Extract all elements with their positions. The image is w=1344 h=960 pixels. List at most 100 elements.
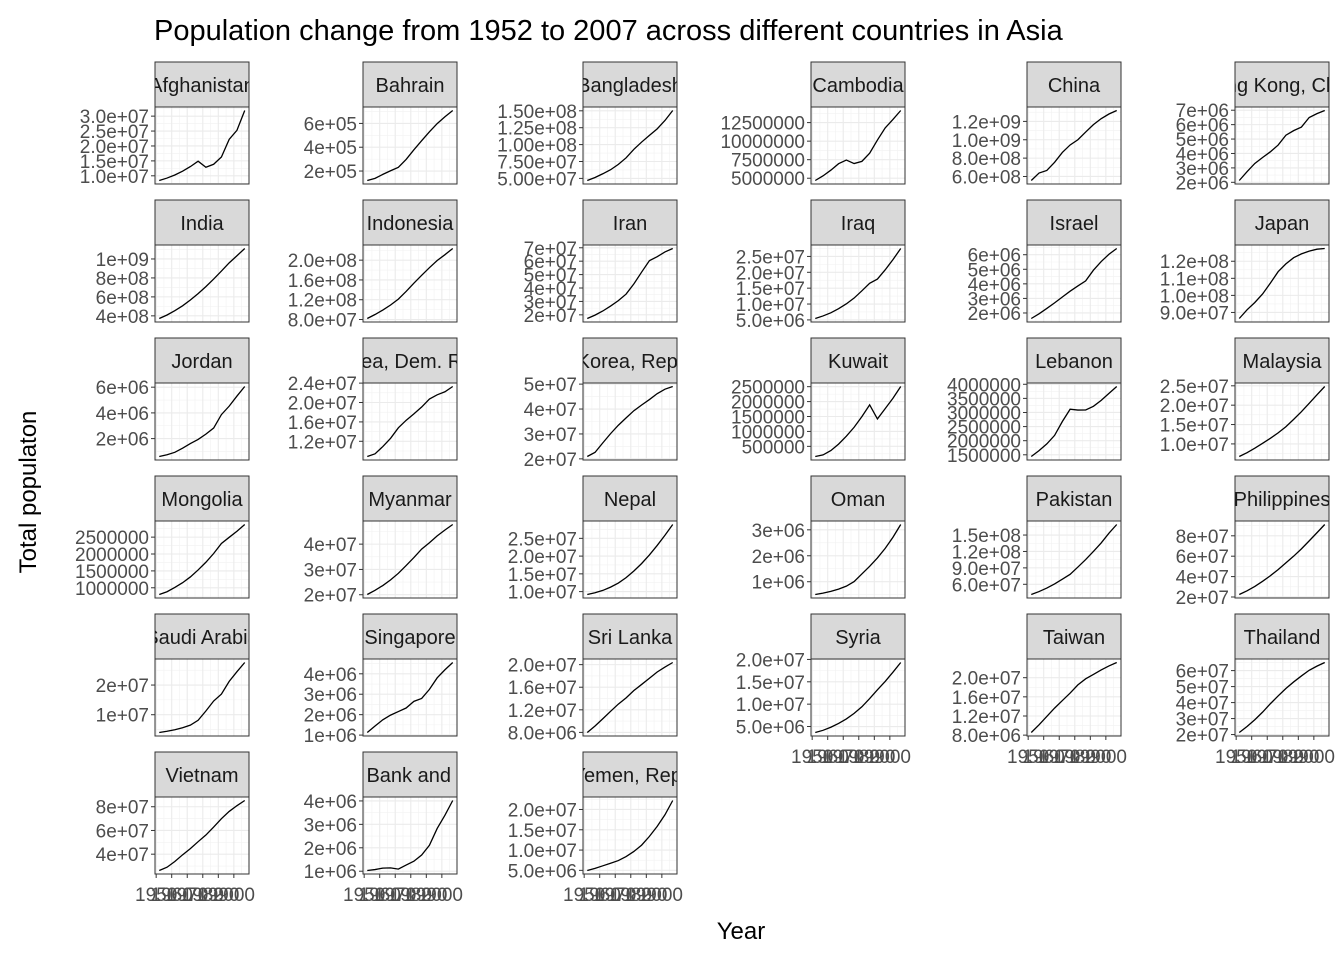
facet-label-mongolia: Mongolia (161, 489, 243, 511)
y-tick-label: 5.00e+07 (497, 169, 577, 190)
facet-strip (810, 199, 906, 246)
y-tick-label: 2e+07 (1176, 726, 1229, 747)
y-tick-label: 2000000 (731, 393, 805, 414)
facet-label-philippines: Philippines (1234, 489, 1331, 511)
x-tick-label: 1950 (1007, 747, 1049, 768)
panel-border (582, 658, 678, 737)
x-tick-label: 1960 (151, 885, 193, 906)
facet-strip (582, 61, 678, 108)
y-tick-label: 1.0e+07 (508, 841, 577, 862)
plot-area (363, 521, 457, 598)
y-tick-label: 1000000 (731, 422, 805, 443)
x-tick-label: 1950 (1215, 747, 1257, 768)
y-tick-label: 7.50e+07 (497, 152, 577, 173)
facet-syria: Syria 5.0e+061.0e+071.5e+072.0e+07 1950196… (736, 613, 911, 768)
y-tick-label: 2.0e+07 (952, 669, 1021, 690)
y-tick-label: 4e+07 (1176, 694, 1229, 715)
y-tick-label: 4e+06 (96, 404, 149, 425)
y-tick-label: 2500000 (75, 528, 149, 549)
y-tick-label: 6e+06 (1176, 116, 1229, 137)
x-tick-label: 1990 (1069, 747, 1111, 768)
x-axis-title: Year (717, 918, 766, 945)
facet-label-sri-lanka: Sri Lanka (588, 627, 673, 649)
series-line-philippines (1238, 524, 1326, 596)
facet-label-indonesia: Indonesia (367, 213, 455, 235)
x-tick-label: 1970 (594, 885, 636, 906)
facet-strip (810, 475, 906, 522)
facet-korea-rep: Korea, Rep. 2e+07 3e+07 4e+07 5e+07 (524, 337, 678, 471)
series-line-kuwait (815, 386, 902, 458)
y-tick-label: 8.0e+08 (952, 149, 1021, 170)
y-tick-label: 2.0e+07 (1160, 396, 1229, 417)
panel-border (1234, 244, 1330, 323)
plot-area (583, 245, 677, 322)
facet-label-saudi-arabia: Saudi Arabia (145, 627, 259, 649)
y-tick-label: 2e+06 (96, 430, 149, 451)
series-line-myanmar (366, 523, 454, 596)
facet-panels: Afghanistan1.0e+071.5e+072.0e+072.5e+073… (75, 61, 1344, 906)
panel-border (582, 382, 678, 461)
series-line-nepal (587, 524, 674, 596)
y-tick-label: 2.5e+07 (736, 247, 805, 268)
facet-strip (1234, 61, 1330, 108)
x-tick-label: 2000 (421, 885, 463, 906)
x-tick-label: 1980 (390, 885, 432, 906)
x-tick-label: 1950 (791, 747, 833, 768)
y-tick-label: 1e+06 (304, 862, 357, 883)
facet-hong-kong-china: Hong Kong, China 2e+063e+064e+065e+066e+0… (1176, 61, 1344, 194)
y-tick-label: 1.1e+08 (1160, 269, 1229, 290)
y-tick-label: 2000000 (947, 432, 1021, 453)
y-tick-label: 8.0e+06 (952, 726, 1021, 747)
plot-area (583, 107, 677, 184)
y-tick-label: 4e+08 (96, 307, 149, 328)
series-line-bangladesh (587, 110, 674, 182)
y-tick-label: 2.0e+07 (736, 263, 805, 284)
y-tick-label: 6e+07 (1176, 547, 1229, 568)
panel-border (1234, 382, 1330, 461)
x-tick-label: 1950 (563, 885, 605, 906)
facet-label-vietnam: Vietnam (165, 765, 238, 787)
y-tick-label: 4e+06 (1176, 144, 1229, 165)
y-tick-label: 1.5e+07 (736, 279, 805, 300)
y-tick-label: 2.0e+08 (288, 251, 357, 272)
x-tick-label: 1970 (1038, 747, 1080, 768)
y-tick-label: 4e+07 (524, 400, 577, 421)
y-tick-label: 8.0e+07 (288, 311, 357, 332)
facet-lebanon: Lebanon 150000020000002500000300000035000… (947, 337, 1122, 467)
y-tick-label: 2e+05 (304, 162, 357, 183)
plot-area (1027, 659, 1121, 736)
x-tick-label: 1950 (343, 885, 385, 906)
y-tick-label: 1.2e+08 (952, 542, 1021, 563)
x-tick-label: 1970 (374, 885, 416, 906)
y-axis-title: Total populaton (15, 411, 42, 574)
facet-label-hong-kong-china: Hong Kong, China (1200, 75, 1344, 97)
panel-border (1026, 658, 1122, 737)
series-line-indonesia (366, 247, 454, 320)
y-tick-label: 2e+06 (304, 839, 357, 860)
facet-strip (1026, 199, 1122, 246)
y-tick-label: 5.0e+06 (508, 861, 577, 882)
panel-border (1026, 520, 1122, 599)
x-tick-label: 1960 (1023, 747, 1065, 768)
facet-strip (154, 751, 250, 798)
facet-label-singapore: Singapore (364, 627, 455, 649)
facet-strip (810, 337, 906, 384)
panel-border (362, 244, 458, 323)
y-tick-label: 4e+07 (304, 535, 357, 556)
x-tick-label: 2000 (869, 747, 911, 768)
x-tick-label: 2000 (641, 885, 683, 906)
y-tick-label: 6.0e+07 (952, 575, 1021, 596)
facet-label-west-bank-and-gaza: West Bank and Gaza (316, 765, 506, 787)
facet-strip (154, 199, 250, 246)
panel-border (810, 382, 906, 461)
x-tick-label: 1960 (579, 885, 621, 906)
y-tick-label: 1.6e+07 (508, 678, 577, 699)
x-tick-label: 1970 (166, 885, 208, 906)
facet-yemen-rep: Yemen, Rep. 5.0e+061.0e+071.5e+072.0e+07 1… (508, 751, 683, 906)
panel-border (810, 244, 906, 323)
facet-label-myanmar: Myanmar (368, 489, 452, 511)
